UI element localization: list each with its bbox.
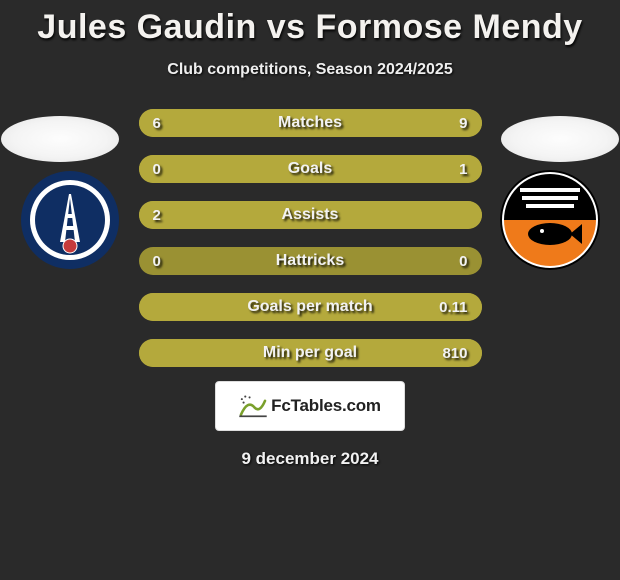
site-text: FcTables.com — [271, 396, 381, 416]
stat-row: Assists2 — [139, 201, 482, 229]
page-title: Jules Gaudin vs Formose Mendy — [37, 8, 582, 47]
stat-row: Goals per match0.11 — [139, 293, 482, 321]
bar-fill-left — [139, 201, 482, 229]
site-logo-icon — [239, 394, 267, 418]
bar-label: Hattricks — [139, 247, 482, 275]
bar-fill-right — [139, 339, 482, 367]
bar-fill-left — [139, 109, 276, 137]
bar-fill-right — [139, 155, 482, 183]
stat-row: Matches69 — [139, 109, 482, 137]
stat-row: Hattricks0 0 — [139, 247, 482, 275]
player-photo-right — [501, 116, 619, 162]
club-badge-right — [500, 170, 600, 270]
bar-fill-right — [139, 293, 482, 321]
bar-value-left: 0 — [153, 247, 161, 275]
bar-fill-right — [276, 109, 482, 137]
stats-bars: Matches69 Goals01 Assists2 Hattricks0 0 Goals… — [139, 109, 482, 367]
subtitle: Club competitions, Season 2024/2025 — [167, 61, 452, 79]
site-badge[interactable]: FcTables.com — [215, 381, 405, 431]
page-root: Jules Gaudin vs Formose Mendy Club compe… — [0, 0, 620, 580]
stat-row: Goals01 — [139, 155, 482, 183]
bar-value-right: 0 — [459, 247, 467, 275]
stat-row: Min per goal810 — [139, 339, 482, 367]
date: 9 december 2024 — [241, 449, 378, 469]
player-photo-left — [1, 116, 119, 162]
club-badge-left — [20, 170, 120, 270]
